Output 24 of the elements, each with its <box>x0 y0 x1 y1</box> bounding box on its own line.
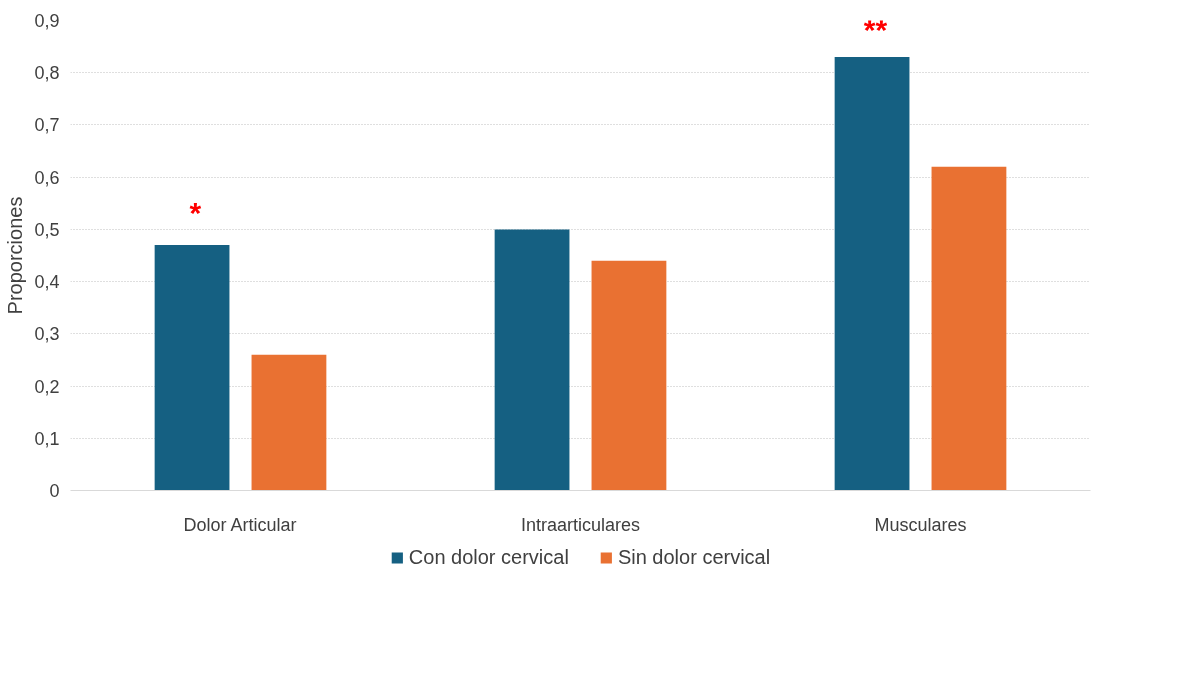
y-tick-label: 0,7 <box>34 115 60 136</box>
y-tick-label: 0,1 <box>34 428 60 449</box>
y-tick-label: 0 <box>49 481 60 501</box>
y-tick-label: 0,5 <box>34 219 60 240</box>
y-axis-title: Proporciones <box>4 196 27 315</box>
x-tick-label: Dolor Articular <box>183 514 297 535</box>
y-tick-label: 0,2 <box>34 376 60 397</box>
bar <box>834 57 910 491</box>
y-tick-label: 0,8 <box>34 63 60 84</box>
y-tick-label: 0,9 <box>34 11 60 31</box>
x-tick-label: Musculares <box>874 514 967 535</box>
bar <box>251 354 327 491</box>
bar <box>931 166 1007 491</box>
legend-label: Con dolor cervical <box>408 545 569 569</box>
y-tick-label: 0,3 <box>34 324 60 345</box>
annotation: * <box>189 195 202 229</box>
x-tick-label: Intraarticulares <box>520 514 641 535</box>
bar <box>494 229 570 491</box>
bar <box>154 245 230 491</box>
annotation: ** <box>863 13 888 47</box>
y-tick-label: 0,6 <box>34 167 60 188</box>
bar <box>591 260 667 491</box>
legend-label: Sin dolor cervical <box>617 545 771 569</box>
y-tick-label: 0,4 <box>34 272 60 293</box>
